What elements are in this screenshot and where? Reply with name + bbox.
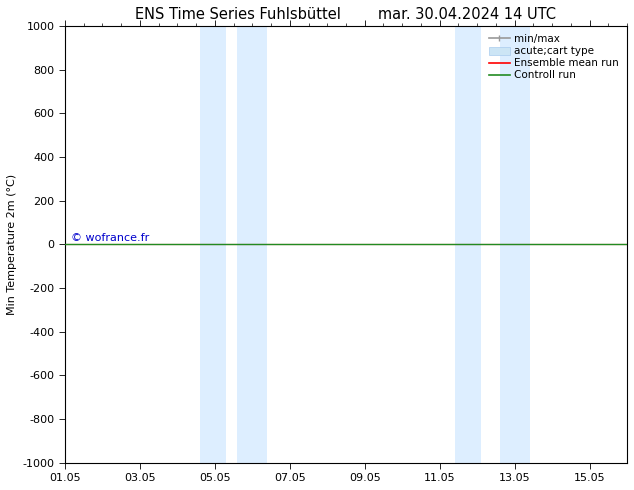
- Y-axis label: Min Temperature 2m (°C): Min Temperature 2m (°C): [7, 173, 17, 315]
- Bar: [200, 26, 226, 463]
- Text: © wofrance.fr: © wofrance.fr: [70, 233, 149, 244]
- Title: ENS Time Series Fuhlsbüttel        mar. 30.04.2024 14 UTC: ENS Time Series Fuhlsbüttel mar. 30.04.2…: [136, 7, 557, 22]
- Bar: [237, 26, 268, 463]
- Bar: [500, 26, 529, 463]
- Bar: [455, 26, 481, 463]
- Legend: min/max, acute;cart type, Ensemble mean run, Controll run: min/max, acute;cart type, Ensemble mean …: [486, 31, 622, 84]
